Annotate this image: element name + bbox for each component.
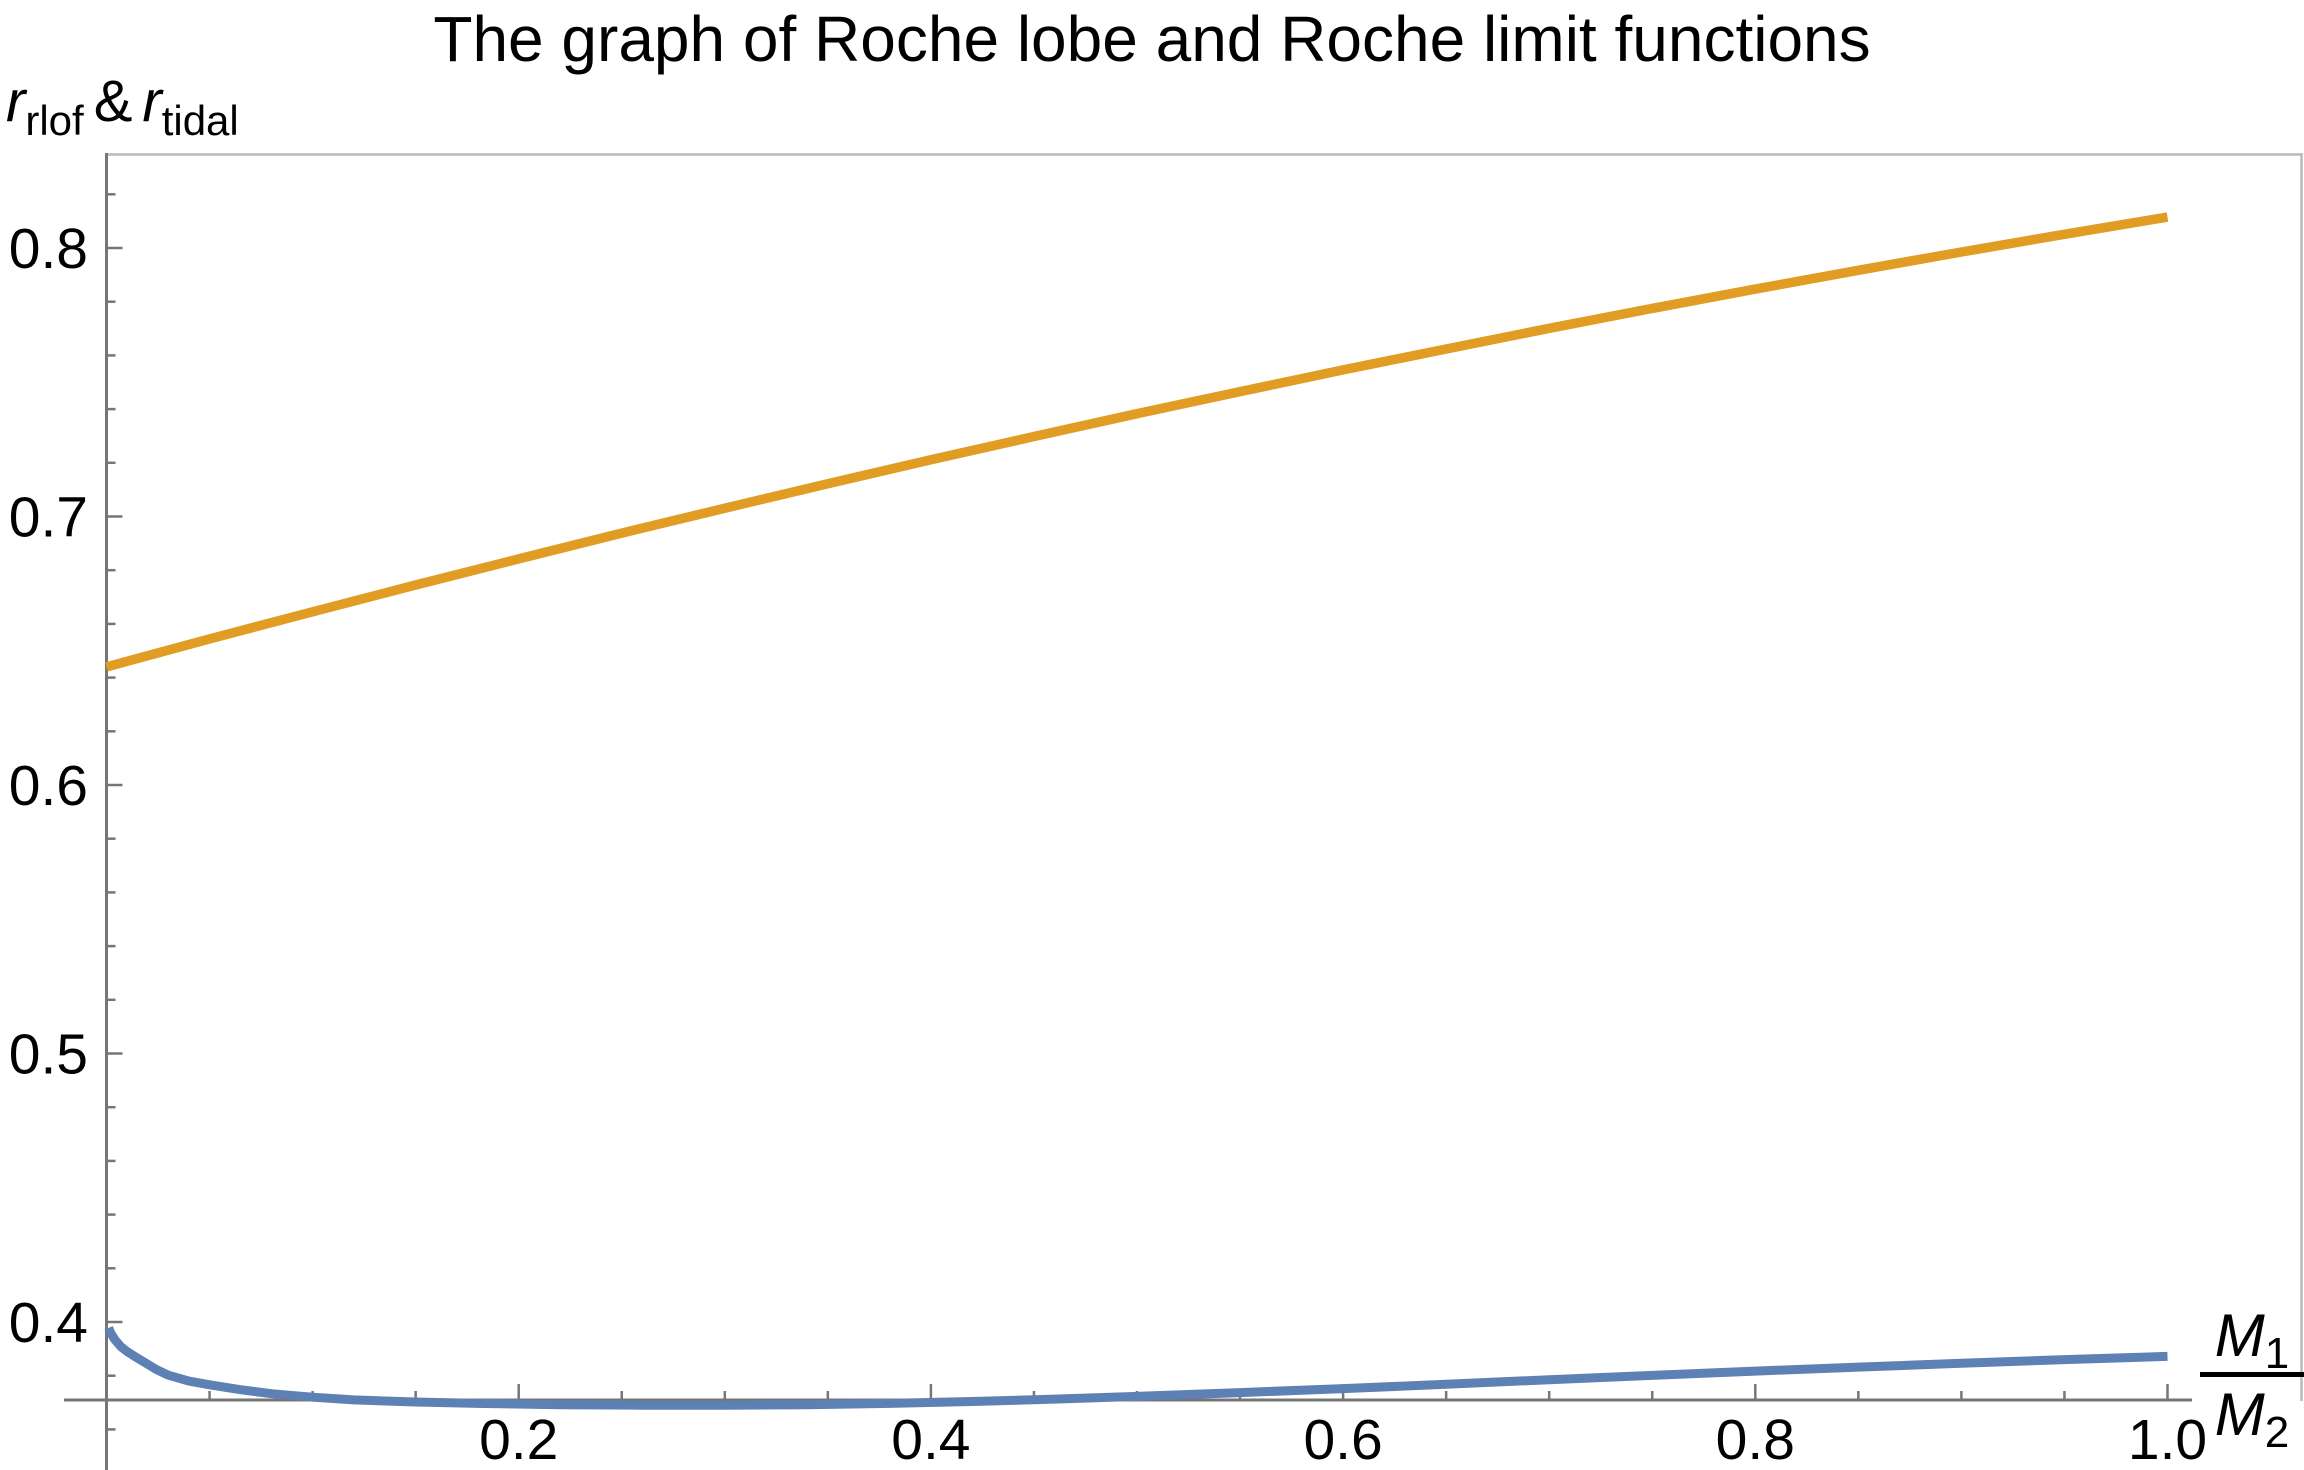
- x-label-den-sub: 2: [2264, 1408, 2290, 1457]
- x-label-denominator: M2: [2200, 1385, 2304, 1455]
- x-label-numerator: M1: [2200, 1306, 2304, 1376]
- x-tick-label: 0.4: [891, 1408, 970, 1470]
- y-tick-label: 0.4: [9, 1291, 88, 1355]
- y-tick-label: 0.5: [9, 1023, 88, 1087]
- x-axis-label: M1 M2: [2200, 1306, 2304, 1455]
- x-label-num-sub: 1: [2264, 1329, 2290, 1378]
- fraction-bar: [2200, 1372, 2304, 1377]
- x-label-num-var: M: [2214, 1302, 2265, 1369]
- y-tick-label: 0.8: [9, 217, 88, 281]
- y-tick-label: 0.7: [9, 486, 88, 550]
- y-label-ampersand: &: [93, 69, 133, 134]
- y-axis-label: rrlof & rtidal: [6, 68, 239, 142]
- x-tick-label: 1.0: [2128, 1408, 2207, 1470]
- x-tick-label: 0.8: [1716, 1408, 1795, 1470]
- x-label-den-var: M: [2214, 1381, 2265, 1448]
- y-label-var2-sub: tidal: [161, 97, 239, 144]
- x-tick-label: 0.2: [479, 1408, 558, 1470]
- x-tick-label: 0.6: [1303, 1408, 1382, 1470]
- series-blue-curve: [104, 1326, 2168, 1410]
- y-label-var1: r: [6, 69, 26, 134]
- y-label-var1-sub: rlof: [25, 97, 84, 144]
- plot-title: The graph of Roche lobe and Roche limit …: [433, 3, 1871, 75]
- series-orange-curve: [105, 212, 2169, 672]
- y-tick-label: 0.6: [9, 754, 88, 818]
- y-label-var2: r: [142, 69, 162, 134]
